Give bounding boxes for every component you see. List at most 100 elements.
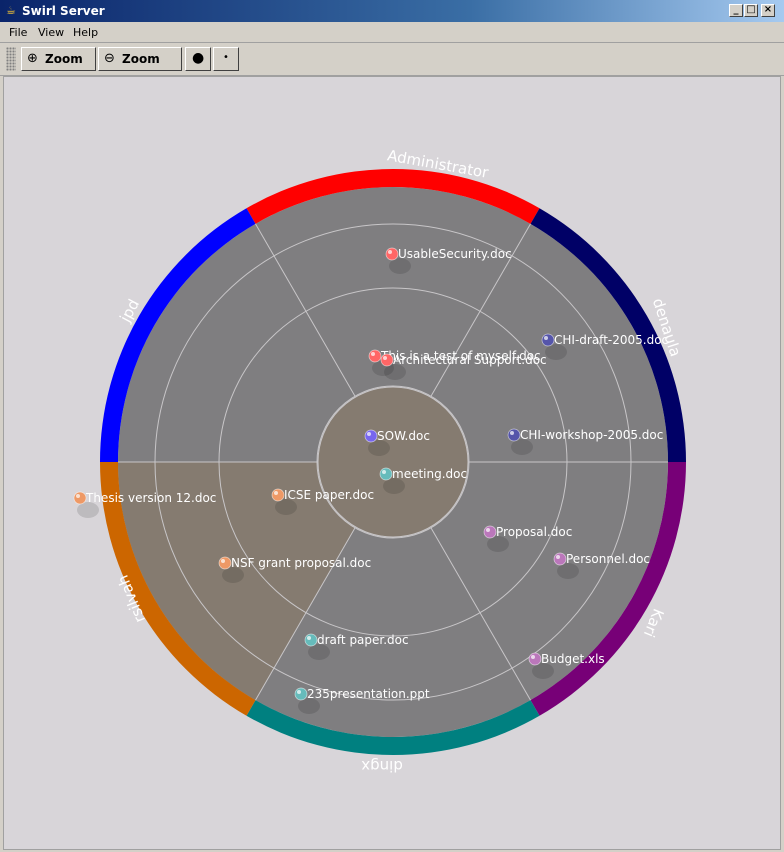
close-button[interactable]: × — [761, 4, 775, 17]
document-node[interactable]: NSF grant proposal.doc — [218, 556, 371, 583]
node-shadow — [383, 478, 405, 494]
dot-highlight — [76, 494, 80, 498]
user-ring-kari[interactable] — [530, 462, 687, 716]
dot-highlight — [486, 528, 490, 532]
document-dot[interactable] — [368, 349, 382, 363]
node-shadow — [298, 698, 320, 714]
swirl-canvas[interactable]: Administrator denaula Kari dingx rsilvah jpd U… — [3, 76, 781, 850]
dot-highlight — [221, 559, 225, 563]
zoom-in-button[interactable]: ⊕ Zoom In — [21, 47, 96, 88]
node-shadow — [222, 567, 244, 583]
document-label[interactable]: Architectural Support.doc — [393, 353, 547, 367]
menu-file[interactable]: File — [9, 26, 28, 39]
document-dot[interactable] — [507, 428, 521, 442]
java-app-icon: ☕ — [6, 4, 16, 17]
node-shadow — [487, 536, 509, 552]
document-node[interactable]: UsableSecurity.doc — [385, 247, 512, 274]
spoke-1 — [430, 223, 531, 397]
remove-node-button[interactable]: • — [213, 47, 239, 71]
node-shadow — [532, 663, 554, 679]
document-node[interactable]: Thesis version 12.doc — [73, 491, 216, 518]
document-node[interactable]: Budget.xls — [528, 652, 605, 679]
maximize-button[interactable]: □ — [744, 4, 758, 17]
document-node[interactable]: Personnel.doc — [553, 552, 650, 579]
document-node[interactable]: CHI-workshop-2005.doc — [507, 428, 663, 455]
document-dot[interactable] — [385, 247, 399, 261]
node-shadow — [368, 440, 390, 456]
document-label[interactable]: meeting.doc — [392, 467, 467, 481]
document-label[interactable]: NSF grant proposal.doc — [231, 556, 371, 570]
document-dot[interactable] — [73, 491, 87, 505]
document-label[interactable]: Personnel.doc — [566, 552, 650, 566]
dot-highlight — [544, 336, 548, 340]
document-label[interactable]: draft paper.doc — [317, 633, 409, 647]
user-ring-jpd[interactable] — [100, 208, 256, 462]
remove-node-icon: • — [223, 52, 229, 63]
document-dot[interactable] — [364, 429, 378, 443]
node-shadow — [77, 502, 99, 518]
document-node[interactable]: 235presentation.ppt — [294, 687, 430, 714]
dot-highlight — [371, 352, 375, 356]
window-title: Swirl Server — [22, 4, 105, 18]
document-dot[interactable] — [304, 633, 318, 647]
document-label[interactable]: UsableSecurity.doc — [398, 247, 512, 261]
toolbar-grip[interactable] — [6, 47, 16, 71]
document-dot[interactable] — [218, 556, 232, 570]
toolbar: ⊕ Zoom In ⊖ Zoom Out ● • — [0, 43, 784, 88]
swirl-visualization[interactable]: AdministratordenaulaKaridingxrsilvahjpdU… — [4, 77, 780, 849]
minimize-button[interactable]: _ — [729, 4, 743, 17]
document-dot[interactable] — [380, 353, 394, 367]
dot-highlight — [510, 431, 514, 435]
document-node[interactable]: Proposal.doc — [483, 525, 572, 552]
sector-rsilvah-highlight[interactable] — [118, 462, 393, 701]
document-dot[interactable] — [379, 467, 393, 481]
user-ring-administrator[interactable] — [246, 169, 540, 224]
add-node-button[interactable]: ● — [185, 47, 211, 71]
center-shared-disc[interactable] — [317, 386, 469, 538]
node-shadow — [511, 439, 533, 455]
document-label[interactable]: 235presentation.ppt — [307, 687, 430, 701]
document-label[interactable]: This is a test of myself.doc — [380, 349, 541, 363]
document-node[interactable]: draft paper.doc — [304, 633, 409, 660]
document-dot[interactable] — [483, 525, 497, 539]
document-node[interactable]: ICSE paper.doc — [271, 488, 374, 515]
dot-highlight — [274, 491, 278, 495]
document-dot[interactable] — [553, 552, 567, 566]
dot-highlight — [531, 655, 535, 659]
document-node[interactable]: CHI-draft-2005.doc — [541, 333, 668, 360]
menu-help[interactable]: Help — [73, 26, 99, 39]
document-dot[interactable] — [271, 488, 285, 502]
spoke-3 — [430, 527, 531, 701]
node-shadow — [275, 499, 297, 515]
zoom-out-icon: ⊖ — [104, 51, 115, 66]
node-shadow — [545, 344, 567, 360]
dot-highlight — [367, 432, 371, 436]
document-label[interactable]: CHI-workshop-2005.doc — [520, 428, 663, 442]
document-dot[interactable] — [528, 652, 542, 666]
menu-bar: File View Help — [0, 22, 784, 43]
menu-view[interactable]: View — [38, 26, 65, 39]
spoke-4 — [255, 527, 356, 701]
dot-highlight — [388, 250, 392, 254]
document-node[interactable]: meeting.doc — [379, 467, 467, 494]
document-dot[interactable] — [294, 687, 308, 701]
document-dot[interactable] — [541, 333, 555, 347]
document-label[interactable]: Budget.xls — [541, 652, 605, 666]
document-label[interactable]: Proposal.doc — [496, 525, 572, 539]
document-node[interactable]: Architectural Support.doc — [380, 353, 547, 380]
dot-highlight — [383, 356, 387, 360]
document-node[interactable]: SOW.doc — [364, 429, 430, 456]
document-label[interactable]: SOW.doc — [377, 429, 430, 443]
user-ring-denaula[interactable] — [530, 208, 687, 462]
user-ring-rsilvah[interactable] — [100, 462, 256, 716]
zoom-out-button[interactable]: ⊖ Zoom Out — [98, 47, 182, 88]
document-label[interactable]: ICSE paper.doc — [284, 488, 374, 502]
document-label[interactable]: Thesis version 12.doc — [85, 491, 216, 505]
node-shadow — [557, 563, 579, 579]
title-bar: ☕ Swirl Server _ □ × — [0, 0, 784, 22]
document-label[interactable]: CHI-draft-2005.doc — [554, 333, 668, 347]
dot-highlight — [307, 636, 311, 640]
user-ring-dingx[interactable] — [246, 700, 540, 755]
dot-highlight — [297, 690, 301, 694]
add-node-icon: ● — [192, 50, 205, 66]
